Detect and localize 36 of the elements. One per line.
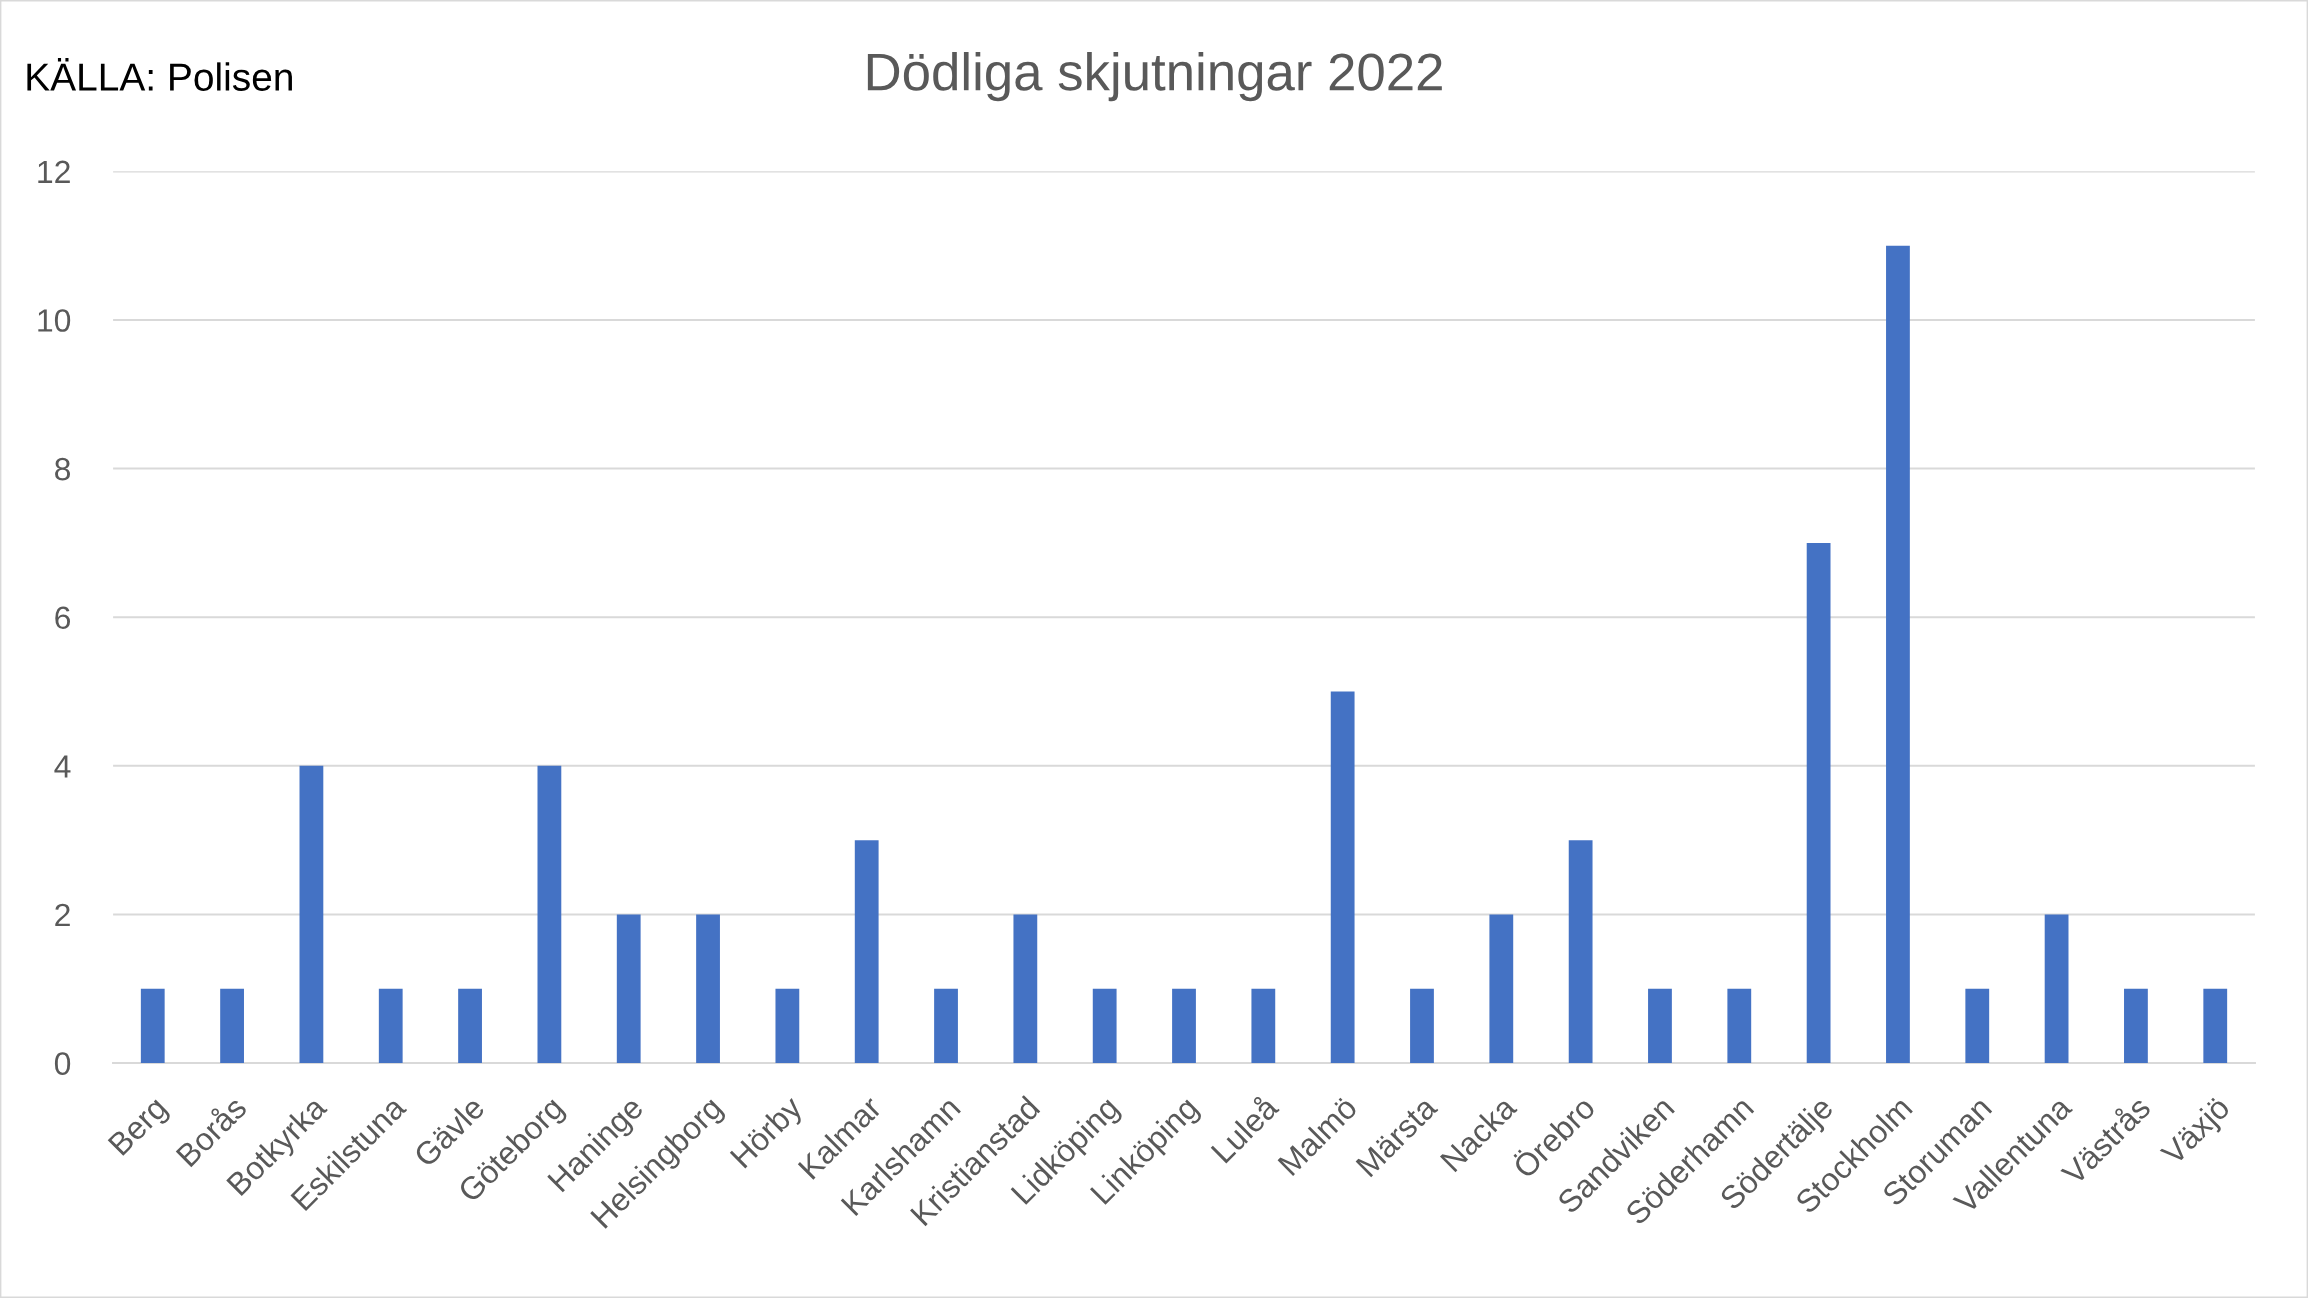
y-tick-label: 10: [38, 309, 71, 332]
bar: [2203, 988, 2228, 1064]
bar: [1965, 988, 1990, 1064]
bar: [1727, 988, 1752, 1064]
bar: [1568, 840, 1593, 1064]
bar: [1013, 914, 1038, 1064]
bar: [854, 840, 879, 1064]
text: KÄLLA: Polisen: [27, 57, 292, 91]
y-tick-label: 0: [54, 1052, 71, 1075]
bar: [1092, 988, 1117, 1064]
bar: [1330, 691, 1355, 1064]
bar: [775, 988, 800, 1064]
bar: [696, 914, 720, 1064]
bar: [1806, 542, 1831, 1064]
bar: [934, 988, 958, 1064]
bar: [378, 988, 403, 1064]
y-tick-label: 6: [55, 606, 71, 630]
bar: [220, 988, 244, 1064]
chart-title: Dödliga skjutningar 2022: [867, 51, 1442, 102]
bar: [537, 765, 562, 1064]
bar: [1886, 245, 1910, 1064]
y-tick-label: 12: [38, 160, 70, 183]
bar: [2044, 914, 2069, 1064]
y-tick-label: 4: [54, 755, 71, 778]
bar: [458, 988, 482, 1064]
bar: [1489, 914, 1514, 1064]
bar: [140, 988, 165, 1064]
bar: [616, 914, 641, 1064]
bar: [1251, 988, 1276, 1064]
y-tick-label: 2: [55, 903, 70, 927]
bar: [1172, 988, 1196, 1064]
bar: [1410, 988, 1434, 1064]
bar: [299, 765, 324, 1064]
y-tick-label: 8: [55, 457, 71, 481]
bar: [1648, 988, 1672, 1064]
bar: [2124, 988, 2148, 1064]
